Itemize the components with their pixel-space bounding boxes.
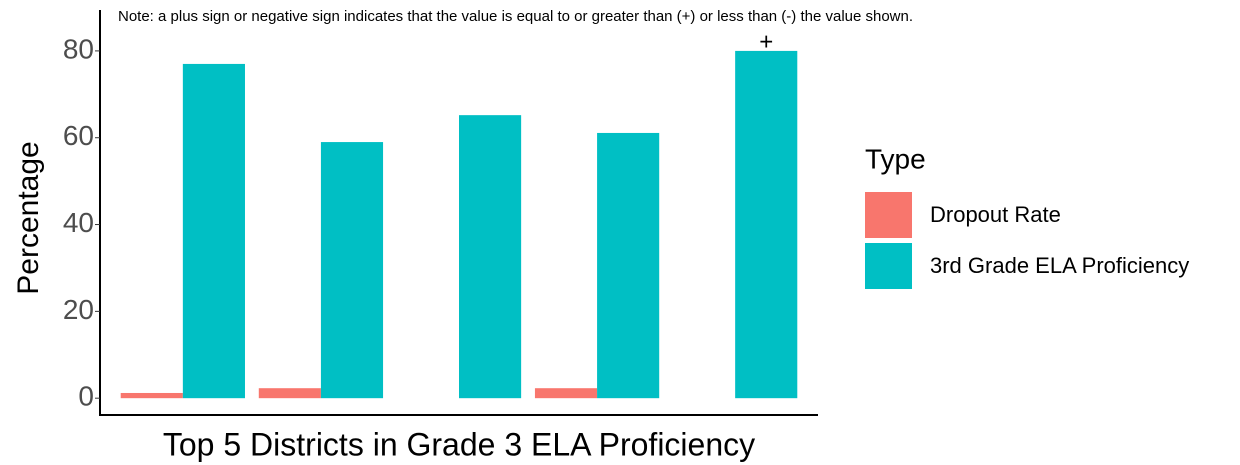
y-tick-label: 80 — [63, 33, 94, 64]
x-axis-title: Top 5 Districts in Grade 3 ELA Proficien… — [163, 426, 755, 462]
bar — [534, 388, 598, 399]
y-tick-label: 60 — [63, 120, 94, 151]
bar — [459, 115, 522, 399]
legend-label: Dropout Rate — [930, 202, 1061, 227]
legend-key — [865, 243, 912, 289]
bar — [182, 63, 245, 399]
y-tick-label: 0 — [78, 381, 94, 412]
y-tick-label: 40 — [63, 207, 94, 238]
legend-key — [865, 192, 912, 238]
y-axis-title: Percentage — [12, 141, 45, 294]
legend-label: 3rd Grade ELA Proficiency — [930, 253, 1189, 278]
y-tick-label: 20 — [63, 294, 94, 325]
bar — [735, 50, 798, 399]
bar — [258, 388, 321, 399]
bar — [120, 392, 183, 399]
legend-title: Type — [865, 143, 926, 174]
bar — [597, 132, 660, 399]
note: Note: a plus sign or negative sign indic… — [118, 8, 913, 25]
annotation: + — [759, 28, 773, 55]
bar — [320, 142, 384, 399]
